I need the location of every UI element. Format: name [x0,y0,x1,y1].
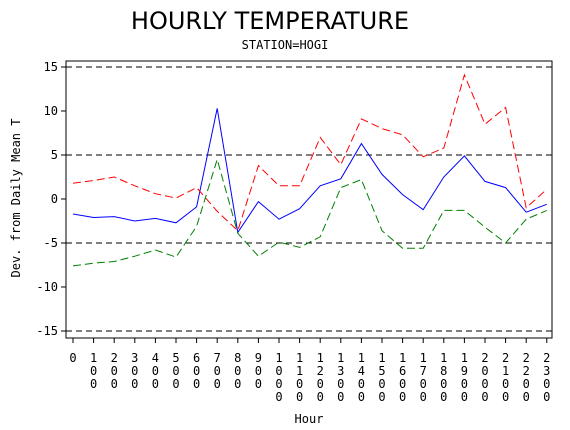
x-tick-label: 0 [69,351,76,365]
y-tick-label: -15 [36,324,58,338]
x-axis: 0 1 0 0 2 0 0 3 0 0 4 0 0 5 0 0 6 0 0 7 0 0 8 0 0 9 0 0 1 0 0 0 1 1 0 0 1 2 0 0… [69,338,550,404]
chart-subtitle: STATION=HOGI [242,38,329,52]
y-axis: -15 -10 -5 0 5 10 15 [36,60,66,338]
y-tick-label: 5 [51,148,58,162]
plot-frame [65,60,553,339]
y-tick-label: 10 [44,104,58,118]
x-axis-label: Hour [295,412,324,426]
series-line-2 [72,73,548,232]
reference-lines [66,66,552,332]
series-line-3 [72,157,547,267]
y-tick-label: 15 [44,60,58,74]
y-axis-label: Dev. from Daily Mean T [9,119,23,278]
series-line-1 [72,108,547,234]
y-tick-label: 0 [51,192,58,206]
y-tick-label: -5 [44,236,58,250]
chart-title: HOURLY TEMPERATURE [131,7,409,35]
y-tick-label: -10 [36,280,58,294]
series-group [72,73,548,267]
